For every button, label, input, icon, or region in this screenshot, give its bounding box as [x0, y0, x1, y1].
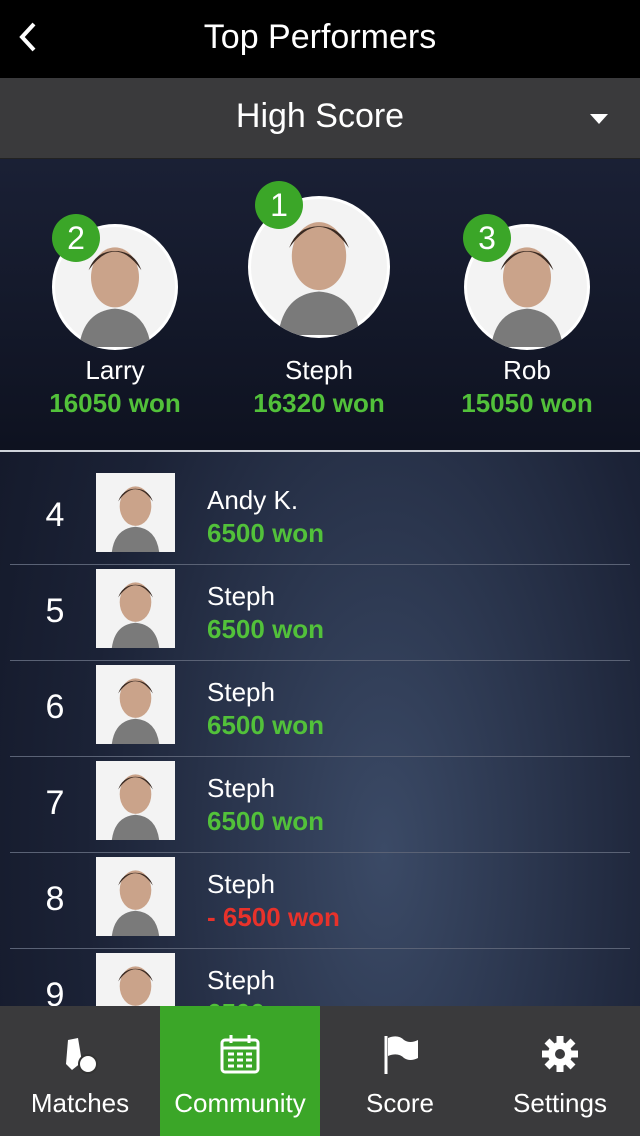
tab-label: Score: [366, 1088, 434, 1118]
podium: 2 Larry 16050 won 1 Steph 16320 won 3 Rob 1505…: [0, 159, 640, 452]
tab-label: Matches: [30, 1088, 130, 1118]
avatar: [96, 953, 175, 1006]
tab-label: Community: [174, 1088, 306, 1118]
leaderboard-row[interactable]: 8 Steph - 6500 won: [0, 850, 640, 949]
tab[interactable]: Matches: [0, 1006, 160, 1136]
leaderboard-row[interactable]: 7 Steph 6500 won: [0, 754, 640, 853]
rank: 5: [45, 592, 65, 630]
avatar: [96, 761, 175, 840]
player-score: 6500 won: [207, 614, 325, 644]
avatar: [96, 569, 175, 648]
row-divider: [10, 948, 630, 949]
player-name: Rob: [503, 355, 551, 385]
tab-icon: [538, 1032, 582, 1076]
header: Top Performers: [0, 0, 640, 78]
tab[interactable]: Score: [320, 1006, 480, 1136]
rank: 9: [45, 976, 65, 1006]
rank-badge: 3: [463, 214, 511, 262]
tab-icon: [58, 1032, 102, 1076]
leaderboard-row[interactable]: 4 Andy K. 6500 won: [0, 466, 640, 565]
player-score: - 6500 won: [207, 902, 340, 932]
icon: [542, 1036, 578, 1072]
tab-icon: [218, 1032, 262, 1076]
avatar-image: [96, 953, 175, 1006]
tab-label: Settings: [513, 1088, 607, 1118]
player-score: 16320 won: [253, 388, 385, 418]
avatar: [96, 857, 175, 936]
icon: [220, 1035, 260, 1074]
player-name: Steph: [207, 965, 275, 995]
row-divider: [10, 564, 630, 565]
icon: [384, 1036, 418, 1074]
rank: 4: [45, 496, 65, 534]
player-name: Andy K.: [207, 485, 299, 515]
tab-icon: [378, 1032, 422, 1076]
avatar: [96, 665, 175, 744]
player-score: 6500 won: [207, 806, 325, 836]
row-divider: [10, 660, 630, 661]
rank-badge: 1: [255, 181, 303, 229]
player-score: 16050 won: [49, 388, 181, 418]
row-divider: [10, 852, 630, 853]
tab[interactable]: Settings: [480, 1006, 640, 1136]
rank: 8: [45, 880, 65, 918]
player-name: Steph: [207, 677, 275, 707]
player-name: Steph: [285, 355, 353, 385]
row-divider: [10, 756, 630, 757]
tab-bar: Matches Community Score Settings: [0, 1006, 640, 1136]
rank: 6: [45, 688, 65, 726]
player-score: 15050 won: [461, 388, 593, 418]
player-name: Steph: [207, 581, 275, 611]
tab[interactable]: Community: [160, 1006, 320, 1136]
leaderboard-list: 4 Andy K. 6500 won 5 Steph 6500 won 6 Steph 6…: [0, 452, 640, 1006]
player-name: Steph: [207, 773, 275, 803]
icon: [66, 1038, 98, 1074]
rank: 7: [45, 784, 65, 822]
player-name: Larry: [85, 355, 145, 385]
player-score: 6500 won: [207, 518, 325, 548]
title: Top Performers: [203, 18, 437, 56]
avatar-image: [251, 199, 387, 335]
back-button[interactable]: [14, 20, 44, 54]
avatar-image: [96, 473, 175, 552]
leaderboard-row[interactable]: 5 Steph 6500 won: [0, 562, 640, 661]
dropdown-arrow: [590, 114, 608, 124]
player-name: Steph: [207, 869, 275, 899]
leaderboard-row[interactable]: 6 Steph 6500 won: [0, 658, 640, 757]
leaderboard-row[interactable]: 9 Steph 6500 won: [0, 946, 640, 1006]
filter-label: High Score: [235, 97, 405, 135]
player-score: 6500 won: [207, 710, 325, 740]
rank-badge: 2: [52, 214, 100, 262]
filter-dropdown[interactable]: High Score: [0, 78, 640, 159]
avatar-image: [96, 665, 175, 744]
avatar-image: [96, 569, 175, 648]
avatar-image: [96, 857, 175, 936]
avatar: [96, 473, 175, 552]
player-score: 6500 won: [207, 998, 324, 1006]
avatar-image: [96, 761, 175, 840]
